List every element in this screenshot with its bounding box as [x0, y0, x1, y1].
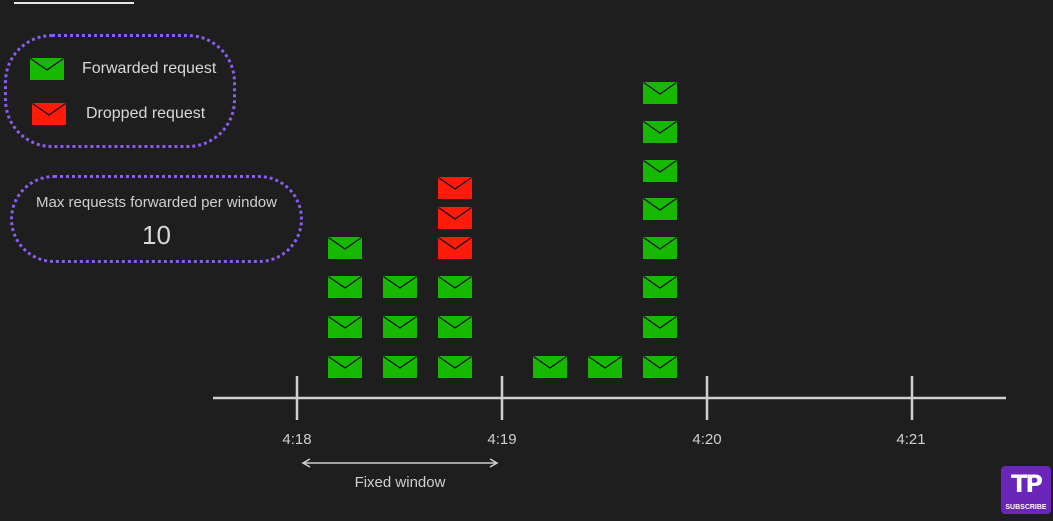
forwarded-request-icon — [383, 276, 417, 298]
forwarded-request-icon — [328, 276, 362, 298]
max-requests-label: Max requests forwarded per window — [36, 194, 277, 211]
fixed-window-label: Fixed window — [354, 474, 446, 491]
legend-forwarded: Forwarded request — [30, 58, 216, 80]
forwarded-envelope-icon — [30, 58, 64, 80]
subscribe-badge[interactable]: TP SUBSCRIBE — [1001, 466, 1051, 514]
tick-label-420: 4:20 — [692, 431, 722, 448]
forwarded-request-icon — [643, 316, 677, 338]
forwarded-request-icon — [438, 276, 472, 298]
subscribe-label: SUBSCRIBE — [1005, 504, 1047, 511]
dropped-request-icon — [438, 237, 472, 259]
forwarded-request-icon — [643, 237, 677, 259]
forwarded-request-icon — [383, 356, 417, 378]
tick-label-421: 4:21 — [896, 431, 926, 448]
forwarded-request-icon — [643, 198, 677, 220]
forwarded-request-icon — [328, 356, 362, 378]
forwarded-request-icon — [533, 356, 567, 378]
legend-box — [4, 34, 236, 148]
forwarded-request-icon — [643, 82, 677, 104]
dropped-request-icon — [438, 207, 472, 229]
dropped-request-icon — [438, 177, 472, 199]
forwarded-request-icon — [643, 356, 677, 378]
dropped-envelope-icon — [32, 103, 66, 125]
forwarded-request-icon — [643, 276, 677, 298]
forwarded-request-icon — [643, 121, 677, 143]
legend-dropped: Dropped request — [32, 103, 205, 125]
max-requests-value: 10 — [142, 220, 171, 250]
forwarded-request-icon — [588, 356, 622, 378]
forwarded-request-icon — [643, 160, 677, 182]
forwarded-request-icon — [328, 237, 362, 259]
max-requests-box: Max requests forwarded per window 10 — [10, 175, 303, 263]
top-rule — [14, 2, 134, 4]
forwarded-request-icon — [383, 316, 417, 338]
forwarded-request-icon — [328, 316, 362, 338]
forwarded-request-icon — [438, 356, 472, 378]
tick-label-418: 4:18 — [282, 431, 312, 448]
legend-dropped-label: Dropped request — [86, 105, 206, 122]
legend-forwarded-label: Forwarded request — [82, 60, 217, 77]
tick-label-419: 4:19 — [487, 431, 517, 448]
tp-logo: TP — [1011, 470, 1043, 498]
fixed-window-arrow — [301, 458, 499, 468]
forwarded-request-icon — [438, 316, 472, 338]
